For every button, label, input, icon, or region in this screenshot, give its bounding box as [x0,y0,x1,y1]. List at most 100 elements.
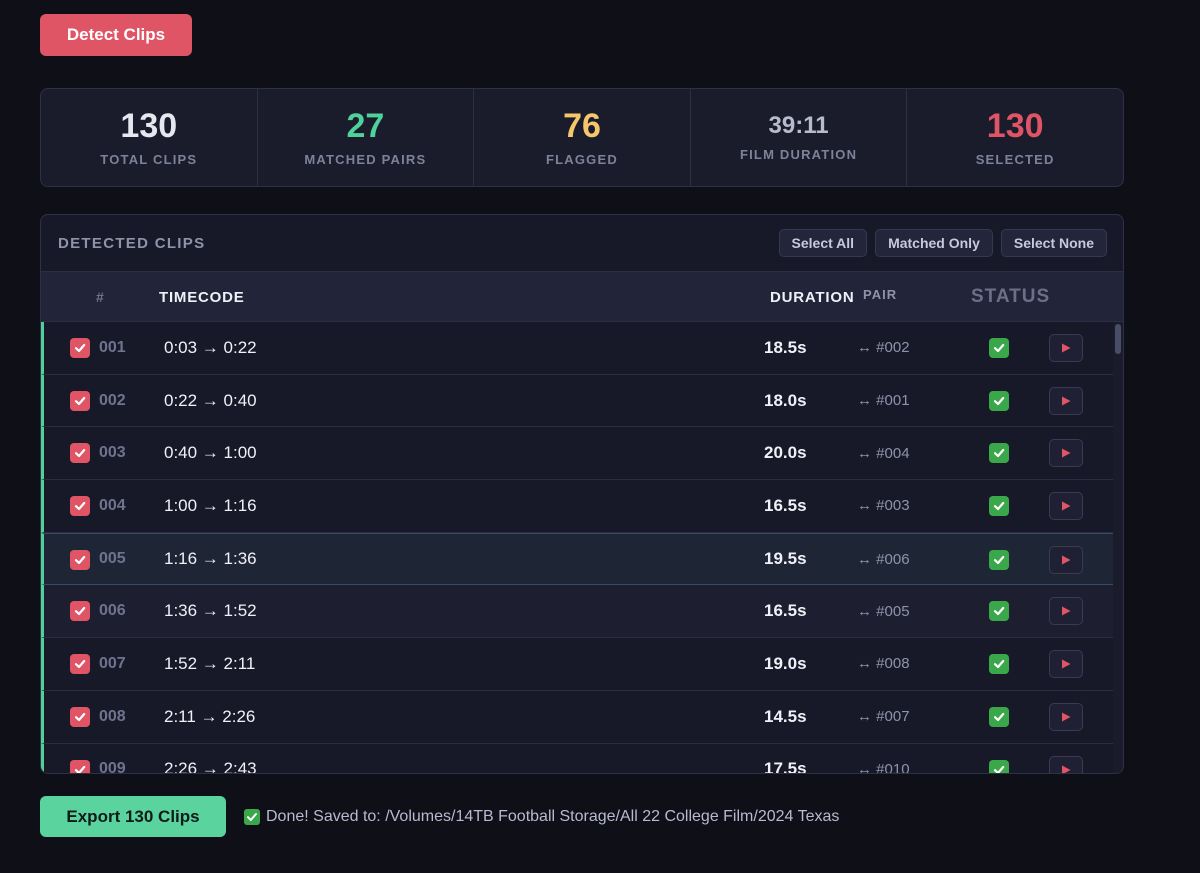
stat-value: 76 [563,106,601,145]
clip-duration: 14.5s [764,706,807,726]
play-button[interactable] [1049,545,1083,574]
clip-pair: ↔ #002 [857,339,910,357]
clip-pair: ↔ #004 [857,444,910,462]
detect-clips-button[interactable]: Detect Clips [40,14,192,56]
stat-flagged: 76 FLAGGED [474,89,691,186]
status-check-icon [989,549,1009,570]
play-button[interactable] [1049,650,1083,679]
stat-label: MATCHED PAIRS [304,151,427,167]
clip-pair: ↔ #007 [857,708,910,726]
play-button[interactable] [1049,386,1083,415]
clip-number: 006 [99,602,126,620]
scrollbar-thumb[interactable] [1115,324,1121,354]
clip-timecode: 0:40 → 1:00 [164,443,257,463]
play-button[interactable] [1049,755,1083,773]
status-check-icon [989,338,1009,358]
status-check-icon [989,496,1009,517]
clip-number: 004 [99,496,126,514]
clip-timecode: 1:36 → 1:52 [164,601,257,621]
export-status-message: Done! Saved to: /Volumes/14TB Football S… [266,807,840,825]
play-icon [1060,395,1072,407]
table-header: # TIMECODE DURATION PAIR STATUS [41,272,1123,322]
stat-value: 27 [346,106,385,145]
stat-selected: 130 SELECTED [907,89,1123,186]
table-row[interactable]: 007 1:52 → 2:11 19.0s ↔ #008 [41,638,1115,691]
clip-pair: ↔ #008 [857,655,910,673]
play-button[interactable] [1049,439,1083,468]
clip-number: 008 [99,707,126,725]
clip-duration: 20.0s [764,443,807,463]
clip-timecode: 0:22 → 0:40 [164,390,257,410]
table-row[interactable]: 005 1:16 → 1:36 19.5s ↔ #006 [41,532,1115,586]
clip-number: 009 [99,760,126,774]
panel-title: DETECTED CLIPS [58,234,206,252]
select-none-button[interactable]: Select None [1000,229,1107,257]
row-checkbox[interactable] [70,759,90,773]
table-row[interactable]: 001 0:03 → 0:22 18.5s ↔ #002 [41,322,1115,375]
play-button[interactable] [1049,597,1083,626]
column-header-duration[interactable]: DURATION [770,288,855,306]
play-icon [1060,605,1072,617]
row-checkbox[interactable] [70,443,90,464]
clip-duration: 18.5s [764,337,807,357]
play-button[interactable] [1049,492,1083,521]
row-checkbox[interactable] [70,496,90,517]
play-button[interactable] [1049,334,1083,362]
check-icon [244,808,260,825]
scrollbar[interactable] [1113,322,1123,773]
stat-matched-pairs: 27 MATCHED PAIRS [258,89,475,186]
clip-duration: 19.5s [764,549,807,569]
column-header-pair[interactable]: PAIR [863,286,898,302]
stats-bar: 130 TOTAL CLIPS 27 MATCHED PAIRS 76 FLAG… [40,88,1124,187]
clip-pair: ↔ #010 [857,760,910,774]
clip-duration: 16.5s [764,601,807,621]
stat-value: 130 [120,106,178,145]
row-checkbox[interactable] [70,654,90,675]
clip-pair: ↔ #001 [857,392,910,410]
stat-total-clips: 130 TOTAL CLIPS [41,89,258,186]
row-checkbox[interactable] [70,390,90,411]
table-row[interactable]: 006 1:36 → 1:52 16.5s ↔ #005 [41,585,1115,639]
clip-number: 001 [99,338,126,356]
clip-timecode: 2:26 → 2:43 [164,759,257,774]
clip-timecode: 0:03 → 0:22 [164,337,257,357]
column-header-status[interactable]: STATUS [971,286,1051,307]
export-status: Done! Saved to: /Volumes/14TB Football S… [244,796,839,837]
status-check-icon [989,601,1009,622]
status-check-icon [989,706,1009,727]
clip-duration: 16.5s [764,495,807,515]
detected-clips-panel: DETECTED CLIPS Select All Matched Only S… [40,214,1124,774]
clip-number: 007 [99,654,126,672]
table-row[interactable]: 003 0:40 → 1:00 20.0s ↔ #004 [41,427,1115,481]
play-icon [1060,447,1072,459]
status-check-icon [989,759,1009,773]
stat-label: SELECTED [975,151,1055,167]
table-row[interactable]: 008 2:11 → 2:26 14.5s ↔ #007 [41,690,1115,744]
row-checkbox[interactable] [70,549,90,570]
table-row[interactable]: 002 0:22 → 0:40 18.0s ↔ #001 [41,374,1115,428]
clips-table-body[interactable]: 001 0:03 → 0:22 18.5s ↔ #002 002 0:22 → 0:40 1… [41,322,1115,774]
row-checkbox[interactable] [70,601,90,622]
row-checkbox[interactable] [70,706,90,727]
clip-timecode: 1:00 → 1:16 [164,495,257,515]
matched-only-button[interactable]: Matched Only [875,229,993,257]
export-clips-button[interactable]: Export 130 Clips [40,796,226,837]
stat-label: FILM DURATION [739,146,858,162]
status-check-icon [989,443,1009,464]
column-header-timecode[interactable]: TIMECODE [159,288,245,306]
row-checkbox[interactable] [70,338,90,358]
clip-pair: ↔ #005 [857,602,910,620]
clip-duration: 17.5s [764,759,807,774]
clip-pair: ↔ #003 [857,497,910,515]
clip-timecode: 1:16 → 1:36 [164,549,257,569]
clip-number: 003 [99,444,126,462]
status-check-icon [989,654,1009,675]
clip-timecode: 1:52 → 2:11 [164,653,256,673]
table-row[interactable]: 009 2:26 → 2:43 17.5s ↔ #010 [41,743,1115,774]
status-check-icon [989,390,1009,411]
clip-duration: 18.0s [764,390,807,410]
stat-label: FLAGGED [546,151,618,167]
table-row[interactable]: 004 1:00 → 1:16 16.5s ↔ #003 [41,480,1115,533]
play-button[interactable] [1049,702,1083,731]
select-all-button[interactable]: Select All [778,229,868,257]
